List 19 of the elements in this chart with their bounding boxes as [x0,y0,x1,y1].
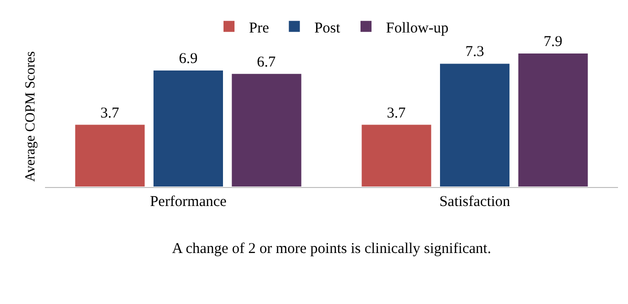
legend-label: Follow-up [386,20,449,36]
data-label: 7.3 [465,44,484,60]
data-label: 6.7 [256,54,276,70]
bar [517,52,589,187]
data-label: 7.9 [544,34,562,50]
x-tick-label: Performance [150,194,227,210]
data-label: 6.9 [178,51,198,68]
data-label: 3.7 [100,105,120,122]
bar [230,72,302,187]
y-axis-title: Average COPM Scores [24,51,39,182]
x-tick-label: Satisfaction [439,194,511,210]
legend-label: Post [314,20,342,36]
bar [152,70,224,187]
bar [439,62,510,187]
legend-label: Pre [249,20,270,36]
data-label: 3.7 [386,105,406,122]
text: A change of 2 or more points is clinically significant. [172,241,492,257]
bar [360,124,432,187]
bar [74,124,146,187]
